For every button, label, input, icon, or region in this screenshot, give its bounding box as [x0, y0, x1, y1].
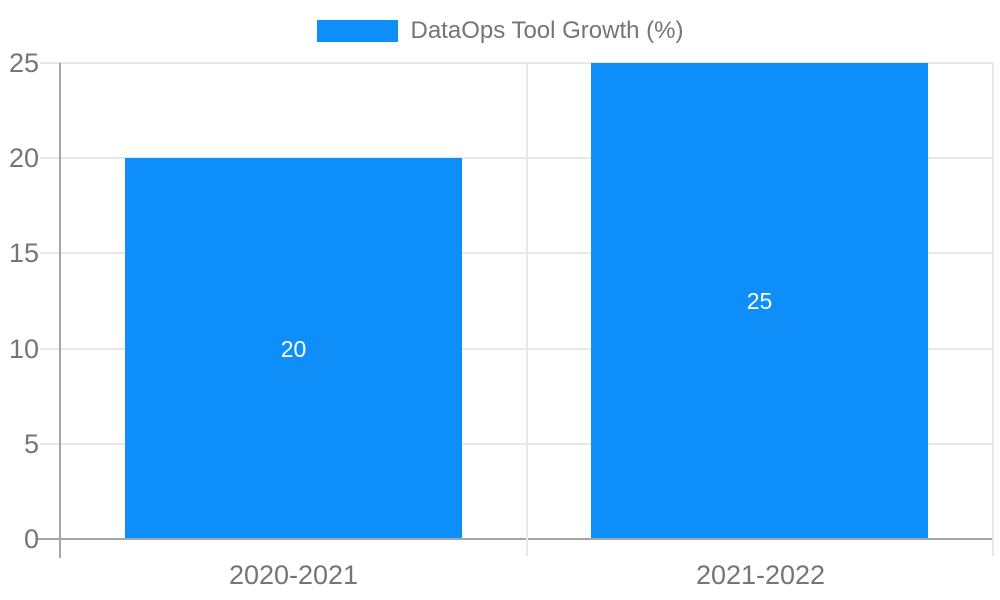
y-tick-label: 25 [8, 48, 39, 78]
gridline-horizontal [40, 347, 993, 350]
gridline-vertical [992, 63, 994, 556]
gridline-horizontal [40, 252, 993, 255]
bar-value-label: 25 [746, 288, 773, 314]
gridline-horizontal [40, 442, 993, 445]
x-axis-baseline [38, 538, 993, 540]
gridline-vertical [525, 63, 528, 556]
y-tick-label: 20 [8, 143, 39, 174]
y-tick-label: 15 [8, 238, 39, 269]
bar [125, 158, 462, 538]
legend-label: DataOps Tool Growth (%) [410, 17, 684, 44]
y-tick-label: 10 [8, 333, 39, 364]
y-tick-label: 5 [23, 428, 39, 459]
bar [591, 63, 928, 538]
x-category-label: 2020-2021 [228, 560, 359, 590]
gridline-horizontal [40, 62, 993, 64]
x-category-label: 2021-2022 [695, 560, 826, 590]
y-axis-line [59, 63, 61, 558]
legend-swatch [316, 20, 398, 42]
y-tick-label: 0 [23, 524, 39, 554]
legend: DataOps Tool Growth (%) [0, 17, 1000, 45]
gridline-horizontal [40, 157, 993, 160]
bar-value-label: 20 [280, 336, 307, 362]
